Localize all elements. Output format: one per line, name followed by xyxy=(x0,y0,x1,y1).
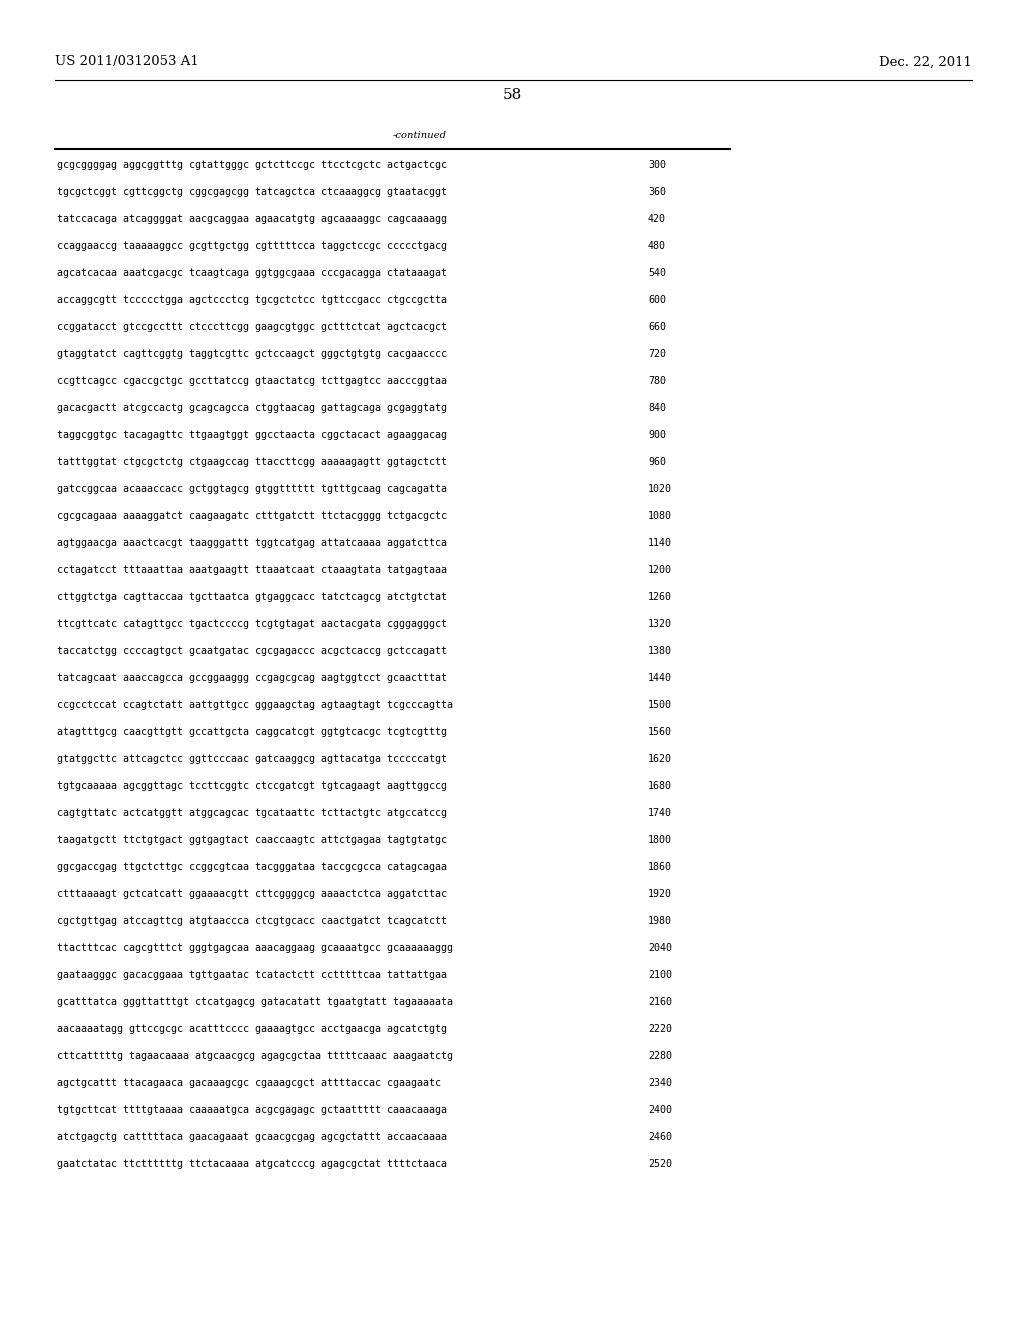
Text: ttactttcac cagcgtttct gggtgagcaa aaacaggaag gcaaaatgcc gcaaaaaaggg: ttactttcac cagcgtttct gggtgagcaa aaacagg… xyxy=(57,942,453,953)
Text: gacacgactt atcgccactg gcagcagcca ctggtaacag gattagcaga gcgaggtatg: gacacgactt atcgccactg gcagcagcca ctggtaa… xyxy=(57,403,447,413)
Text: 1620: 1620 xyxy=(648,754,672,764)
Text: agcatcacaa aaatcgacgc tcaagtcaga ggtggcgaaa cccgacagga ctataaagat: agcatcacaa aaatcgacgc tcaagtcaga ggtggcg… xyxy=(57,268,447,279)
Text: accaggcgtt tccccctgga agctccctcg tgcgctctcc tgttccgacc ctgccgctta: accaggcgtt tccccctgga agctccctcg tgcgctc… xyxy=(57,294,447,305)
Text: ctttaaaagt gctcatcatt ggaaaacgtt cttcggggcg aaaactctca aggatcttac: ctttaaaagt gctcatcatt ggaaaacgtt cttcggg… xyxy=(57,888,447,899)
Text: 660: 660 xyxy=(648,322,666,333)
Text: 600: 600 xyxy=(648,294,666,305)
Text: cgctgttgag atccagttcg atgtaaccca ctcgtgcacc caactgatct tcagcatctt: cgctgttgag atccagttcg atgtaaccca ctcgtgc… xyxy=(57,916,447,927)
Text: 2280: 2280 xyxy=(648,1051,672,1061)
Text: tatccacaga atcaggggat aacgcaggaa agaacatgtg agcaaaaggc cagcaaaagg: tatccacaga atcaggggat aacgcaggaa agaacat… xyxy=(57,214,447,224)
Text: 2100: 2100 xyxy=(648,970,672,979)
Text: 1680: 1680 xyxy=(648,781,672,791)
Text: 360: 360 xyxy=(648,187,666,197)
Text: 1020: 1020 xyxy=(648,484,672,494)
Text: 300: 300 xyxy=(648,160,666,170)
Text: gtaggtatct cagttcggtg taggtcgttc gctccaagct gggctgtgtg cacgaacccc: gtaggtatct cagttcggtg taggtcgttc gctccaa… xyxy=(57,348,447,359)
Text: 1380: 1380 xyxy=(648,645,672,656)
Text: agctgcattt ttacagaaca gacaaagcgc cgaaagcgct attttaccac cgaagaatc: agctgcattt ttacagaaca gacaaagcgc cgaaagc… xyxy=(57,1078,441,1088)
Text: 1800: 1800 xyxy=(648,836,672,845)
Text: tgcgctcggt cgttcggctg cggcgagcgg tatcagctca ctcaaaggcg gtaatacggt: tgcgctcggt cgttcggctg cggcgagcgg tatcagc… xyxy=(57,187,447,197)
Text: 2040: 2040 xyxy=(648,942,672,953)
Text: 1260: 1260 xyxy=(648,591,672,602)
Text: 1560: 1560 xyxy=(648,727,672,737)
Text: 2460: 2460 xyxy=(648,1133,672,1142)
Text: 2160: 2160 xyxy=(648,997,672,1007)
Text: 1200: 1200 xyxy=(648,565,672,576)
Text: 780: 780 xyxy=(648,376,666,385)
Text: 1140: 1140 xyxy=(648,539,672,548)
Text: 720: 720 xyxy=(648,348,666,359)
Text: ccgttcagcc cgaccgctgc gccttatccg gtaactatcg tcttgagtcc aacccggtaa: ccgttcagcc cgaccgctgc gccttatccg gtaacta… xyxy=(57,376,447,385)
Text: 1500: 1500 xyxy=(648,700,672,710)
Text: ccgcctccat ccagtctatt aattgttgcc gggaagctag agtaagtagt tcgcccagtta: ccgcctccat ccagtctatt aattgttgcc gggaagc… xyxy=(57,700,453,710)
Text: ccggatacct gtccgccttt ctcccttcgg gaagcgtggc gctttctcat agctcacgct: ccggatacct gtccgccttt ctcccttcgg gaagcgt… xyxy=(57,322,447,333)
Text: cttggtctga cagttaccaa tgcttaatca gtgaggcacc tatctcagcg atctgtctat: cttggtctga cagttaccaa tgcttaatca gtgaggc… xyxy=(57,591,447,602)
Text: 2220: 2220 xyxy=(648,1024,672,1034)
Text: taggcggtgc tacagagttc ttgaagtggt ggcctaacta cggctacact agaaggacag: taggcggtgc tacagagttc ttgaagtggt ggcctaa… xyxy=(57,430,447,440)
Text: taagatgctt ttctgtgact ggtgagtact caaccaagtc attctgagaa tagtgtatgc: taagatgctt ttctgtgact ggtgagtact caaccaa… xyxy=(57,836,447,845)
Text: gtatggcttc attcagctcc ggttcccaac gatcaaggcg agttacatga tcccccatgt: gtatggcttc attcagctcc ggttcccaac gatcaag… xyxy=(57,754,447,764)
Text: ttcgttcatc catagttgcc tgactccccg tcgtgtagat aactacgata cgggagggct: ttcgttcatc catagttgcc tgactccccg tcgtgta… xyxy=(57,619,447,630)
Text: 420: 420 xyxy=(648,214,666,224)
Text: ccaggaaccg taaaaaggcc gcgttgctgg cgtttttcca taggctccgc ccccctgacg: ccaggaaccg taaaaaggcc gcgttgctgg cgttttt… xyxy=(57,242,447,251)
Text: 2520: 2520 xyxy=(648,1159,672,1170)
Text: 900: 900 xyxy=(648,430,666,440)
Text: -continued: -continued xyxy=(393,131,447,140)
Text: 1320: 1320 xyxy=(648,619,672,630)
Text: cagtgttatc actcatggtt atggcagcac tgcataattc tcttactgtc atgccatccg: cagtgttatc actcatggtt atggcagcac tgcataa… xyxy=(57,808,447,818)
Text: cttcatttttg tagaacaaaa atgcaacgcg agagcgctaa tttttcaaac aaagaatctg: cttcatttttg tagaacaaaa atgcaacgcg agagcg… xyxy=(57,1051,453,1061)
Text: 2340: 2340 xyxy=(648,1078,672,1088)
Text: atctgagctg catttttaca gaacagaaat gcaacgcgag agcgctattt accaacaaaa: atctgagctg catttttaca gaacagaaat gcaacgc… xyxy=(57,1133,447,1142)
Text: 2400: 2400 xyxy=(648,1105,672,1115)
Text: aacaaaatagg gttccgcgc acatttcccc gaaaagtgcc acctgaacga agcatctgtg: aacaaaatagg gttccgcgc acatttcccc gaaaagt… xyxy=(57,1024,447,1034)
Text: 540: 540 xyxy=(648,268,666,279)
Text: 1740: 1740 xyxy=(648,808,672,818)
Text: tatcagcaat aaaccagcca gccggaaggg ccgagcgcag aagtggtcct gcaactttat: tatcagcaat aaaccagcca gccggaaggg ccgagcg… xyxy=(57,673,447,682)
Text: 1080: 1080 xyxy=(648,511,672,521)
Text: 1440: 1440 xyxy=(648,673,672,682)
Text: US 2011/0312053 A1: US 2011/0312053 A1 xyxy=(55,55,199,69)
Text: tgtgcttcat ttttgtaaaa caaaaatgca acgcgagagc gctaattttt caaacaaaga: tgtgcttcat ttttgtaaaa caaaaatgca acgcgag… xyxy=(57,1105,447,1115)
Text: gatccggcaa acaaaccacc gctggtagcg gtggtttttt tgtttgcaag cagcagatta: gatccggcaa acaaaccacc gctggtagcg gtggttt… xyxy=(57,484,447,494)
Text: gcatttatca gggttatttgt ctcatgagcg gatacatatt tgaatgtatt tagaaaaata: gcatttatca gggttatttgt ctcatgagcg gataca… xyxy=(57,997,453,1007)
Text: cctagatcct tttaaattaa aaatgaagtt ttaaatcaat ctaaagtata tatgagtaaa: cctagatcct tttaaattaa aaatgaagtt ttaaatc… xyxy=(57,565,447,576)
Text: 1980: 1980 xyxy=(648,916,672,927)
Text: 1860: 1860 xyxy=(648,862,672,873)
Text: 58: 58 xyxy=(503,88,521,102)
Text: gaatctatac ttcttttttg ttctacaaaa atgcatcccg agagcgctat ttttctaaca: gaatctatac ttcttttttg ttctacaaaa atgcatc… xyxy=(57,1159,447,1170)
Text: 480: 480 xyxy=(648,242,666,251)
Text: tatttggtat ctgcgctctg ctgaagccag ttaccttcgg aaaaagagtt ggtagctctt: tatttggtat ctgcgctctg ctgaagccag ttacctt… xyxy=(57,457,447,467)
Text: 840: 840 xyxy=(648,403,666,413)
Text: 960: 960 xyxy=(648,457,666,467)
Text: Dec. 22, 2011: Dec. 22, 2011 xyxy=(880,55,972,69)
Text: gaataagggc gacacggaaa tgttgaatac tcatactctt cctttttcaa tattattgaa: gaataagggc gacacggaaa tgttgaatac tcatact… xyxy=(57,970,447,979)
Text: atagtttgcg caacgttgtt gccattgcta caggcatcgt ggtgtcacgc tcgtcgtttg: atagtttgcg caacgttgtt gccattgcta caggcat… xyxy=(57,727,447,737)
Text: 1920: 1920 xyxy=(648,888,672,899)
Text: cgcgcagaaa aaaaggatct caagaagatc ctttgatctt ttctacgggg tctgacgctc: cgcgcagaaa aaaaggatct caagaagatc ctttgat… xyxy=(57,511,447,521)
Text: taccatctgg ccccagtgct gcaatgatac cgcgagaccc acgctcaccg gctccagatt: taccatctgg ccccagtgct gcaatgatac cgcgaga… xyxy=(57,645,447,656)
Text: ggcgaccgag ttgctcttgc ccggcgtcaa tacgggataa taccgcgcca catagcagaa: ggcgaccgag ttgctcttgc ccggcgtcaa tacggga… xyxy=(57,862,447,873)
Text: agtggaacga aaactcacgt taagggattt tggtcatgag attatcaaaa aggatcttca: agtggaacga aaactcacgt taagggattt tggtcat… xyxy=(57,539,447,548)
Text: gcgcggggag aggcggtttg cgtattgggc gctcttccgc ttcctcgctc actgactcgc: gcgcggggag aggcggtttg cgtattgggc gctcttc… xyxy=(57,160,447,170)
Text: tgtgcaaaaa agcggttagc tccttcggtc ctccgatcgt tgtcagaagt aagttggccg: tgtgcaaaaa agcggttagc tccttcggtc ctccgat… xyxy=(57,781,447,791)
